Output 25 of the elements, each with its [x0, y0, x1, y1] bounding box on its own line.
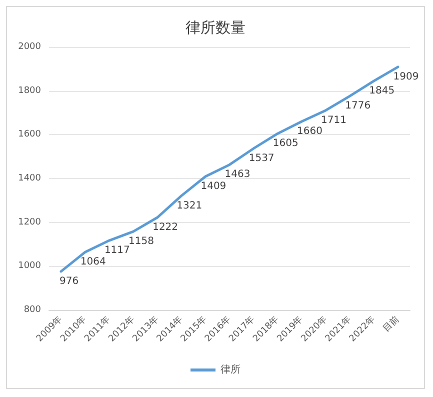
data-label: 1321	[176, 200, 202, 212]
y-tick-label: 1400	[18, 174, 42, 184]
data-label: 1711	[321, 114, 346, 126]
x-tick-label: 目前	[380, 314, 402, 334]
data-label: 1909	[393, 71, 419, 82]
data-label: 976	[59, 276, 79, 287]
data-label: 1537	[248, 152, 274, 164]
y-tick-label: 800	[24, 305, 42, 315]
data-label: 1845	[369, 85, 395, 96]
data-label: 1605	[272, 138, 298, 150]
data-label: 1660	[296, 126, 322, 138]
legend-label: 律所	[220, 364, 240, 376]
data-label: 1117	[104, 245, 130, 256]
data-label: 1064	[80, 256, 106, 268]
data-label: 1409	[200, 181, 226, 192]
y-tick-label: 1800	[18, 86, 42, 96]
data-label: 1463	[224, 169, 250, 180]
y-tick-label: 1200	[18, 217, 42, 228]
data-label: 1222	[152, 222, 178, 234]
data-label: 1158	[128, 236, 154, 248]
y-tick-label: 2000	[18, 42, 42, 52]
y-tick-label: 1000	[18, 261, 42, 272]
data-label: 1776	[345, 100, 371, 112]
chart-title: 律所数量	[186, 18, 246, 36]
y-tick-label: 1600	[18, 130, 42, 140]
